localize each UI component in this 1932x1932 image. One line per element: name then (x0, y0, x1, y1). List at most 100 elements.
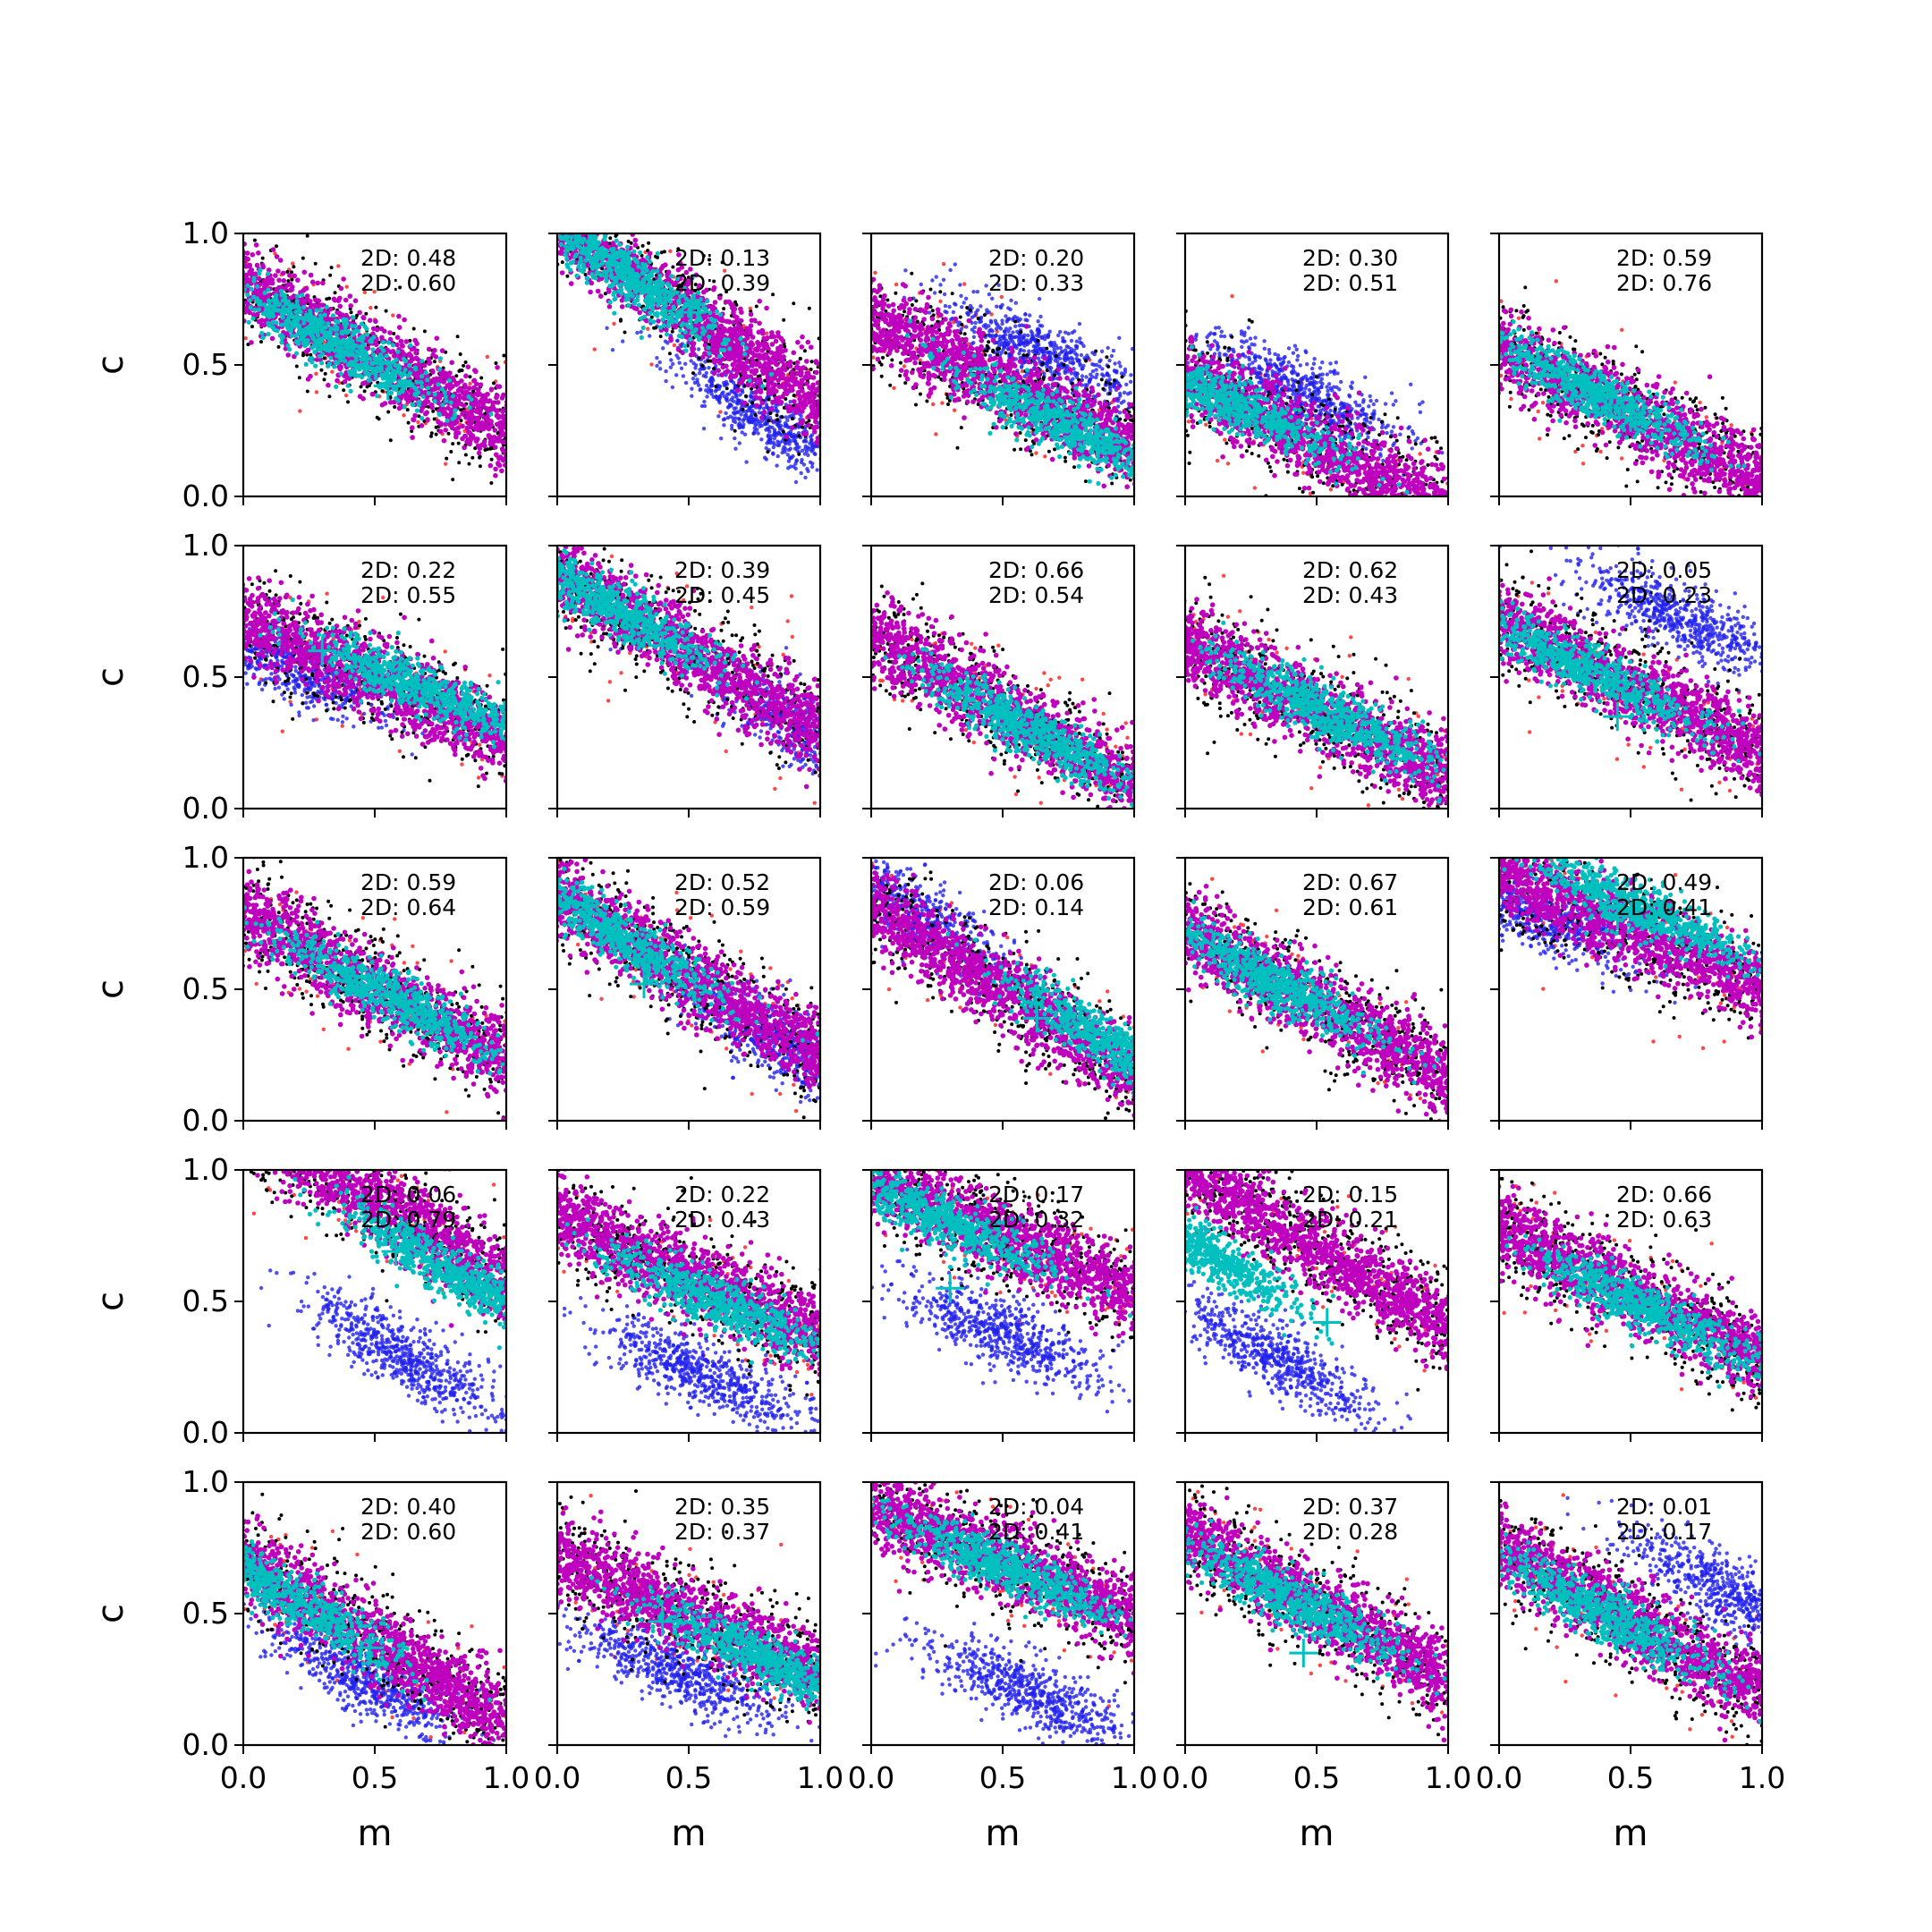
scatter-point (306, 234, 309, 238)
scatter-point (803, 349, 807, 352)
scatter-point (257, 271, 261, 275)
scatter-point (331, 313, 335, 318)
scatter-point (451, 377, 456, 383)
scatter-point (323, 312, 327, 317)
scatter-point (748, 346, 753, 352)
scatter-point (729, 415, 733, 419)
scatter-point (488, 411, 493, 416)
scatter-point (728, 326, 733, 332)
scatter-point (344, 321, 349, 326)
scatter-point (784, 423, 788, 427)
scatter-point (809, 386, 814, 392)
scatter-point (359, 335, 363, 340)
scatter-point (413, 366, 418, 370)
scatter-point (781, 451, 784, 454)
scatter-point (702, 427, 706, 430)
scatter-point (285, 352, 291, 358)
scatter-point (302, 270, 308, 275)
scatter-point (635, 331, 639, 335)
scatter-point (416, 420, 419, 424)
scatter-point (259, 340, 263, 343)
scatter-point (332, 364, 336, 369)
scatter-point (785, 419, 789, 422)
scatter-point (323, 377, 326, 381)
scatter-point (301, 353, 305, 357)
scatter-point (810, 465, 814, 469)
scatter-point (627, 240, 631, 243)
scatter-point (655, 356, 658, 360)
scatter-point (427, 347, 432, 352)
scatter-point (714, 385, 717, 388)
scatter-point (411, 402, 415, 407)
scatter-point (813, 419, 818, 425)
scatter-point (733, 326, 738, 331)
scatter-point (752, 431, 756, 435)
scatter-point (474, 422, 479, 428)
scatter-point (282, 278, 287, 284)
scatter-point (809, 461, 812, 464)
scatter-point (344, 394, 348, 397)
scatter-point (736, 410, 740, 413)
scatter-point (326, 383, 331, 388)
scatter-point (806, 423, 811, 428)
scatter-point (658, 367, 662, 370)
scatter-point (456, 335, 460, 338)
scatter-point (425, 417, 430, 422)
scatter-point (328, 274, 332, 277)
scatter-point (450, 417, 454, 421)
scatter-point (779, 424, 783, 428)
scatter-point (496, 413, 502, 419)
y-tick-label: 0.0 (182, 479, 229, 513)
scatter-point (680, 367, 683, 370)
scatter-point (349, 360, 353, 364)
scatter-point (354, 349, 359, 353)
scatter-point (678, 361, 682, 365)
scatter-point (408, 379, 412, 384)
scatter-point (712, 367, 716, 370)
scatter-point (266, 288, 270, 292)
scatter-point (773, 443, 776, 446)
scatter-point (797, 445, 801, 449)
scatter-point (344, 318, 349, 322)
scatter-point (371, 352, 376, 357)
scatter-point (474, 391, 479, 396)
scatter-point (352, 353, 357, 358)
scatter-point (279, 289, 284, 293)
scatter-point (705, 394, 708, 398)
scatter-point (492, 381, 496, 385)
scatter-point (255, 284, 259, 289)
scatter-point (612, 322, 615, 326)
scatter-point (360, 322, 364, 326)
scatter-point (436, 382, 440, 386)
scatter-point (733, 436, 736, 440)
scatter-point (498, 428, 504, 434)
scatter-point (769, 411, 773, 415)
scatter-point (792, 301, 795, 305)
scatter-point (386, 360, 390, 364)
scatter-point (379, 335, 385, 341)
scatter-point (700, 364, 704, 368)
scatter-point (789, 464, 792, 468)
scatter-point (306, 390, 309, 394)
scatter-point (412, 413, 418, 419)
scatter-point (413, 392, 418, 396)
scatter-point (772, 420, 775, 424)
scatter-point (798, 434, 801, 437)
scatter-point (499, 424, 504, 429)
scatter-point (790, 425, 795, 430)
scatter-point (762, 410, 767, 415)
scatter-point (466, 430, 471, 436)
scatter-point (487, 435, 493, 440)
scatter-point (271, 247, 276, 252)
scatter-point (614, 234, 617, 238)
scatter-point (731, 310, 736, 316)
scatter-point (419, 380, 423, 385)
scatter-point (765, 441, 768, 445)
scatter-point (334, 291, 337, 294)
scatter-point (336, 345, 341, 350)
scatter-point (299, 309, 303, 314)
scatter-point (349, 389, 353, 394)
scatter-point (792, 351, 797, 356)
scatter-point (767, 437, 771, 441)
scatter-point (726, 356, 732, 361)
